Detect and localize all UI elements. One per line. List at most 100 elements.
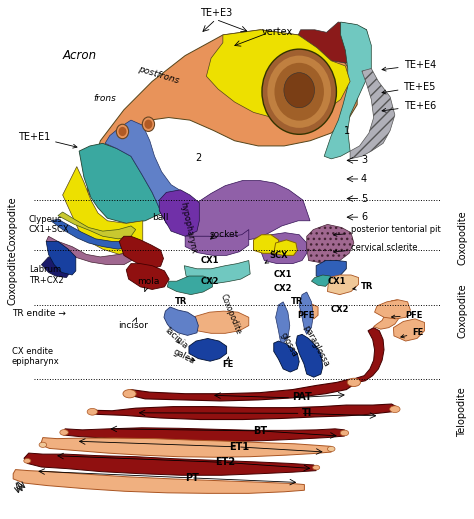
- Polygon shape: [90, 404, 396, 419]
- Text: FE: FE: [222, 357, 233, 369]
- Polygon shape: [159, 190, 199, 236]
- Polygon shape: [63, 167, 143, 254]
- Ellipse shape: [145, 119, 153, 129]
- Text: BT: BT: [254, 426, 268, 436]
- Text: TR endite →: TR endite →: [12, 309, 65, 318]
- Polygon shape: [260, 233, 307, 264]
- Text: FE: FE: [401, 329, 424, 338]
- Text: TE+E5: TE+E5: [382, 81, 436, 94]
- Polygon shape: [13, 470, 304, 494]
- Text: TI: TI: [302, 408, 312, 418]
- Polygon shape: [58, 212, 136, 239]
- Ellipse shape: [117, 124, 128, 139]
- Polygon shape: [254, 235, 278, 253]
- Polygon shape: [184, 311, 249, 333]
- Text: ET2: ET2: [215, 457, 235, 468]
- Polygon shape: [184, 261, 250, 284]
- Polygon shape: [299, 292, 313, 334]
- Polygon shape: [374, 300, 410, 319]
- Ellipse shape: [60, 430, 68, 435]
- Ellipse shape: [274, 63, 324, 120]
- Polygon shape: [86, 30, 357, 198]
- Text: CX1: CX1: [201, 256, 219, 265]
- Polygon shape: [356, 327, 384, 383]
- Polygon shape: [46, 236, 133, 265]
- Text: Telopodite: Telopodite: [457, 387, 467, 436]
- Text: PFE: PFE: [298, 311, 315, 320]
- Ellipse shape: [340, 430, 349, 436]
- Text: Coxopodite: Coxopodite: [457, 284, 467, 338]
- Text: TR: TR: [291, 297, 303, 306]
- Polygon shape: [119, 236, 164, 269]
- Text: Coxopodite: Coxopodite: [8, 250, 18, 305]
- Ellipse shape: [118, 127, 127, 136]
- Text: postfrons: postfrons: [137, 64, 180, 85]
- Text: frons: frons: [94, 94, 117, 103]
- Text: Labrum
TR+CX2: Labrum TR+CX2: [29, 265, 64, 285]
- Text: CX2: CX2: [274, 284, 292, 293]
- Text: mola: mola: [137, 277, 159, 291]
- Ellipse shape: [24, 458, 31, 463]
- Polygon shape: [185, 229, 249, 255]
- Text: 5: 5: [361, 194, 367, 203]
- Text: 4: 4: [361, 174, 367, 184]
- Polygon shape: [298, 22, 369, 63]
- Polygon shape: [105, 120, 197, 236]
- Polygon shape: [316, 261, 346, 279]
- Text: CX2: CX2: [330, 305, 349, 314]
- Polygon shape: [41, 257, 71, 278]
- Text: glossa: glossa: [279, 331, 299, 359]
- Polygon shape: [189, 338, 227, 361]
- Polygon shape: [296, 334, 323, 377]
- Polygon shape: [159, 181, 310, 241]
- Ellipse shape: [39, 442, 46, 447]
- Polygon shape: [299, 304, 318, 319]
- Text: TE+E6: TE+E6: [382, 101, 436, 112]
- Text: 2: 2: [195, 153, 201, 163]
- Polygon shape: [274, 341, 299, 372]
- Text: SCX: SCX: [265, 251, 288, 263]
- Text: PAT: PAT: [292, 392, 312, 402]
- Text: Coxopodite: Coxopodite: [457, 210, 467, 265]
- Text: posterior tentorial pit: posterior tentorial pit: [334, 225, 441, 236]
- Text: ET1: ET1: [229, 442, 249, 452]
- Polygon shape: [206, 30, 350, 117]
- Text: TE+E1: TE+E1: [18, 132, 77, 148]
- Text: TE+E3: TE+E3: [200, 8, 232, 18]
- Polygon shape: [307, 224, 354, 264]
- Text: cervical sclerite: cervical sclerite: [334, 242, 418, 253]
- Text: CX endite
epipharynx: CX endite epipharynx: [12, 347, 60, 366]
- Polygon shape: [40, 438, 331, 457]
- Text: 3: 3: [361, 155, 367, 166]
- Text: ball: ball: [153, 213, 169, 222]
- Polygon shape: [24, 453, 316, 475]
- Ellipse shape: [87, 408, 98, 415]
- Text: socket: socket: [210, 230, 239, 239]
- Text: vertex: vertex: [262, 28, 293, 37]
- Text: Clypeus
CX1+SCX: Clypeus CX1+SCX: [29, 215, 69, 234]
- Polygon shape: [51, 219, 133, 249]
- Text: TR: TR: [353, 282, 373, 291]
- Text: TE+E4: TE+E4: [382, 60, 436, 71]
- Polygon shape: [350, 69, 395, 159]
- Polygon shape: [164, 307, 198, 335]
- Text: PFE: PFE: [392, 311, 423, 320]
- Text: CX1: CX1: [274, 270, 292, 280]
- Text: Acron: Acron: [63, 49, 97, 62]
- Ellipse shape: [313, 465, 319, 470]
- Text: 1: 1: [345, 127, 351, 136]
- Text: TR: TR: [175, 297, 188, 306]
- Polygon shape: [311, 275, 330, 286]
- Ellipse shape: [390, 406, 400, 413]
- Text: PT: PT: [185, 473, 199, 483]
- Polygon shape: [276, 302, 290, 343]
- Text: lacinia: lacinia: [163, 326, 189, 351]
- Text: hypopharynx: hypopharynx: [178, 201, 198, 254]
- Ellipse shape: [328, 446, 335, 452]
- Text: incisor: incisor: [118, 318, 148, 330]
- Ellipse shape: [123, 390, 136, 398]
- Polygon shape: [374, 300, 402, 329]
- Polygon shape: [128, 379, 357, 401]
- Text: paraglossa: paraglossa: [301, 324, 331, 368]
- Polygon shape: [324, 22, 371, 159]
